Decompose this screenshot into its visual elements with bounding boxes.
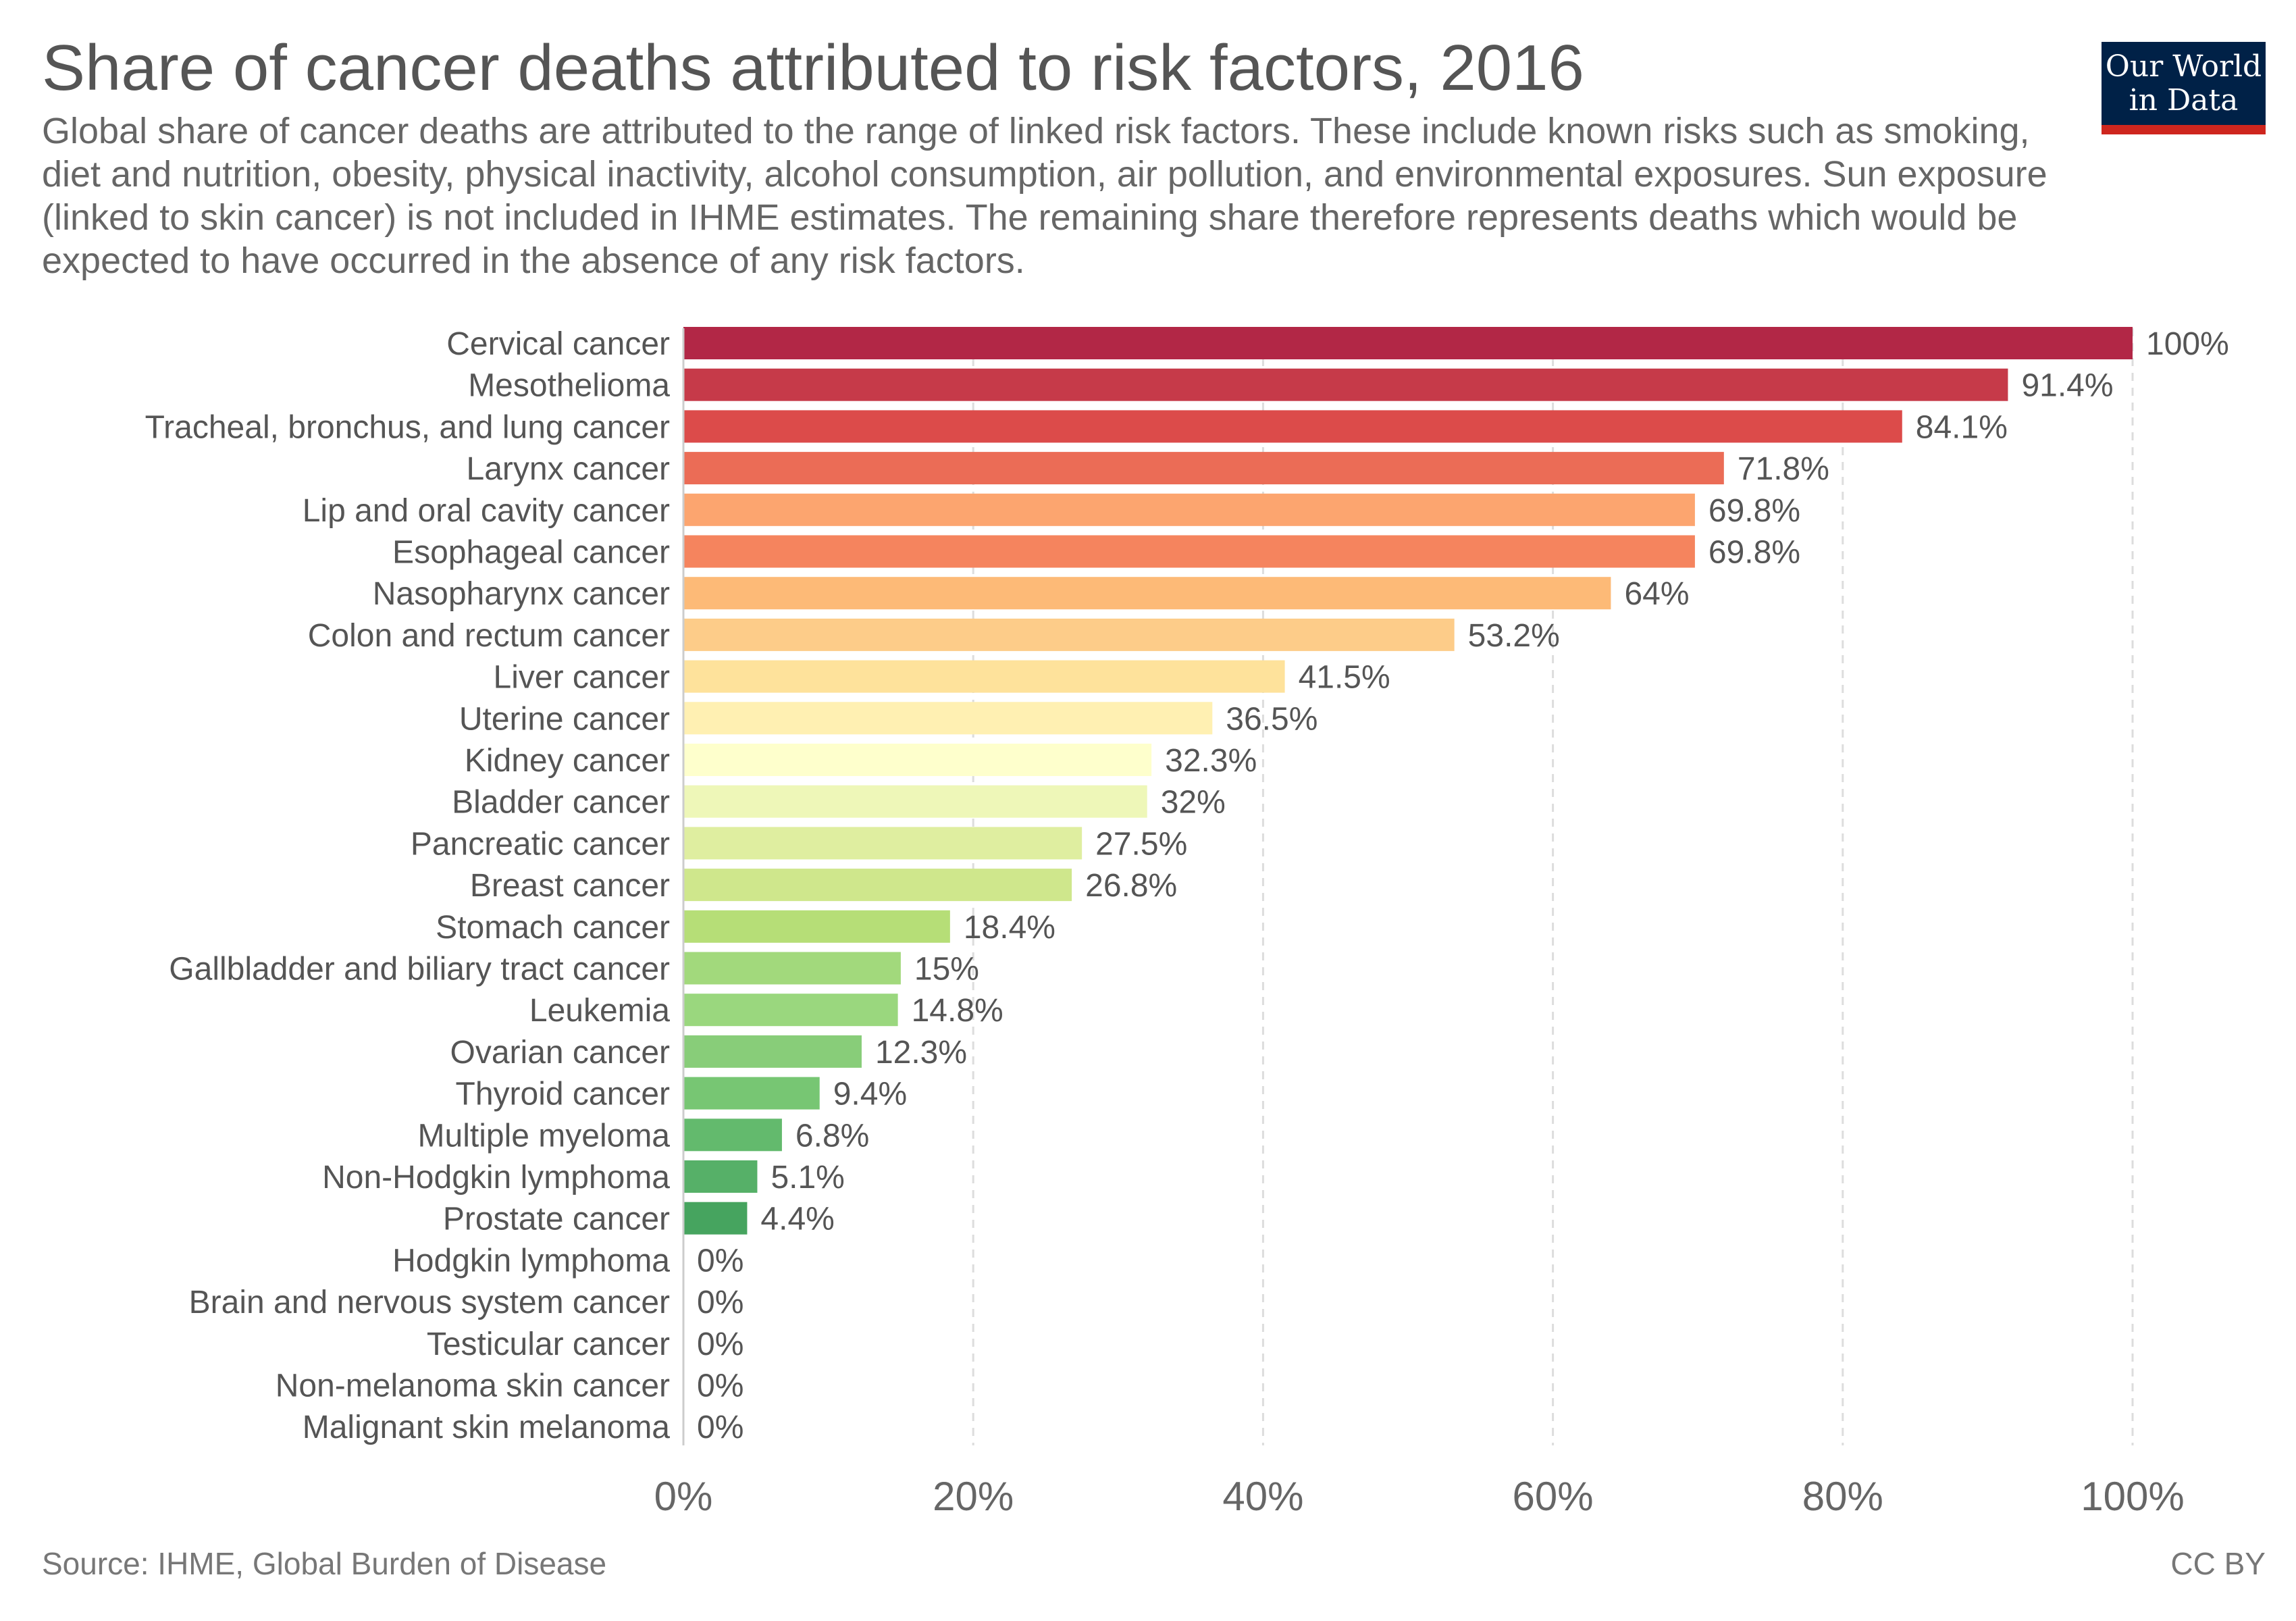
value-label: 5.1% xyxy=(771,1160,844,1195)
category-label: Bladder cancer xyxy=(452,785,670,821)
bar xyxy=(683,618,1455,651)
logo-line-1: Our World xyxy=(2105,49,2262,84)
category-label: Malignant skin melanoma xyxy=(303,1410,671,1445)
value-label: 0% xyxy=(697,1410,743,1445)
value-label: 27.5% xyxy=(1095,826,1187,862)
category-label: Kidney cancer xyxy=(465,743,670,779)
bar xyxy=(683,702,1213,735)
bar xyxy=(683,577,1611,610)
value-label: 12.3% xyxy=(875,1035,967,1071)
value-label: 0% xyxy=(697,1327,743,1362)
bar xyxy=(683,994,898,1027)
bar xyxy=(683,785,1147,818)
category-label: Gallbladder and biliary tract cancer xyxy=(169,952,670,987)
category-label: Ovarian cancer xyxy=(450,1035,670,1071)
bar xyxy=(683,910,950,943)
category-label: Colon and rectum cancer xyxy=(308,618,670,654)
bar xyxy=(683,327,2133,359)
bar xyxy=(683,535,1695,568)
value-label: 53.2% xyxy=(1468,618,1560,654)
value-label: 36.5% xyxy=(1226,701,1317,737)
value-label: 71.8% xyxy=(1738,451,1829,487)
category-label: Non-Hodgkin lymphoma xyxy=(322,1160,670,1195)
value-label: 0% xyxy=(697,1285,743,1320)
category-label: Esophageal cancer xyxy=(392,535,670,571)
category-label: Thyroid cancer xyxy=(456,1077,670,1112)
bar xyxy=(683,452,1724,485)
value-label: 69.8% xyxy=(1708,535,1800,571)
category-label: Breast cancer xyxy=(470,868,670,904)
value-label: 84.1% xyxy=(1916,409,2008,445)
value-label: 18.4% xyxy=(964,910,1055,946)
bar xyxy=(683,1160,758,1193)
value-label: 100% xyxy=(2146,326,2229,362)
category-label: Uterine cancer xyxy=(459,701,670,737)
bar xyxy=(683,1118,782,1152)
category-label: Lip and oral cavity cancer xyxy=(303,493,670,529)
category-label: Tracheal, bronchus, and lung cancer xyxy=(145,409,670,445)
category-label: Multiple myeloma xyxy=(418,1118,671,1154)
logo-line-2: in Data xyxy=(2129,83,2239,118)
value-label: 32.3% xyxy=(1165,743,1257,779)
value-label: 0% xyxy=(697,1368,743,1404)
x-tick-label: 40% xyxy=(1222,1474,1303,1519)
category-label: Hodgkin lymphoma xyxy=(392,1243,670,1279)
category-label: Pancreatic cancer xyxy=(411,826,670,862)
license-link[interactable]: CC BY xyxy=(2170,1546,2266,1581)
owid-logo[interactable]: Our World in Data xyxy=(2102,42,2266,134)
bar xyxy=(683,1035,862,1068)
bar xyxy=(683,660,1285,693)
x-tick-label: 20% xyxy=(933,1474,1014,1519)
category-label: Nasopharynx cancer xyxy=(373,576,670,612)
bar xyxy=(683,368,2008,401)
category-label: Liver cancer xyxy=(494,660,670,696)
category-label: Testicular cancer xyxy=(427,1327,670,1362)
category-label: Prostate cancer xyxy=(443,1202,670,1237)
x-tick-label: 60% xyxy=(1513,1474,1594,1519)
category-label: Larynx cancer xyxy=(467,451,670,487)
bar xyxy=(683,1077,820,1110)
x-tick-label: 0% xyxy=(654,1474,713,1519)
bar xyxy=(683,410,1902,443)
category-label: Mesothelioma xyxy=(468,368,670,404)
category-label: Leukemia xyxy=(529,993,670,1029)
value-label: 15% xyxy=(914,952,979,987)
value-label: 32% xyxy=(1161,785,1226,821)
bar xyxy=(683,744,1152,776)
value-label: 91.4% xyxy=(2021,368,2113,404)
category-label: Cervical cancer xyxy=(446,326,670,362)
x-tick-label: 80% xyxy=(1802,1474,1883,1519)
bar xyxy=(683,869,1072,902)
bar xyxy=(683,952,901,985)
chart-subtitle: Global share of cancer deaths are attrib… xyxy=(42,111,2047,281)
value-label: 0% xyxy=(697,1243,743,1279)
chart-title: Share of cancer deaths attributed to ris… xyxy=(42,32,1584,104)
category-label: Stomach cancer xyxy=(436,910,670,946)
value-label: 69.8% xyxy=(1708,493,1800,529)
value-label: 9.4% xyxy=(833,1077,907,1112)
bar xyxy=(683,493,1695,526)
value-label: 4.4% xyxy=(760,1202,834,1237)
category-label: Non-melanoma skin cancer xyxy=(276,1368,670,1404)
value-label: 26.8% xyxy=(1085,868,1177,904)
source-note[interactable]: Source: IHME, Global Burden of Disease xyxy=(42,1546,607,1581)
value-label: 14.8% xyxy=(912,993,1003,1029)
value-label: 41.5% xyxy=(1299,660,1390,696)
x-tick-label: 100% xyxy=(2081,1474,2184,1519)
logo-accent-bar xyxy=(2102,125,2266,134)
value-label: 64% xyxy=(1624,576,1689,612)
bar xyxy=(683,1202,748,1235)
value-label: 6.8% xyxy=(795,1118,869,1154)
bar xyxy=(683,827,1082,860)
category-label: Brain and nervous system cancer xyxy=(189,1285,670,1320)
